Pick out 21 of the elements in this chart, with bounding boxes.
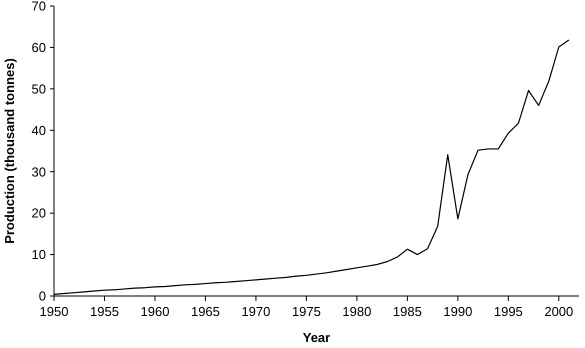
y-tick-label: 20 bbox=[32, 206, 46, 221]
x-tick-label: 1995 bbox=[494, 304, 523, 319]
y-tick-label: 60 bbox=[32, 40, 46, 55]
x-tick-label: 1955 bbox=[90, 304, 119, 319]
y-tick-label: 10 bbox=[32, 247, 46, 262]
x-tick-label: 1975 bbox=[292, 304, 321, 319]
x-tick-label: 1980 bbox=[342, 304, 372, 319]
x-tick-label: 1960 bbox=[140, 304, 170, 319]
y-tick-label: 0 bbox=[38, 288, 46, 304]
x-tick-label: 1970 bbox=[241, 304, 270, 319]
x-tick-label: 1950 bbox=[40, 304, 68, 319]
y-tick-label: 70 bbox=[32, 0, 46, 14]
y-tick-label: 40 bbox=[32, 122, 46, 138]
y-tick-label: 50 bbox=[32, 81, 46, 96]
x-tick-label: 1965 bbox=[190, 304, 220, 319]
x-tick-label: 1990 bbox=[443, 304, 472, 319]
x-tick-label: 2000 bbox=[544, 304, 574, 319]
y-axis-title: Production (thousand tonnes) bbox=[2, 58, 17, 244]
x-tick-label: 1985 bbox=[392, 304, 422, 319]
y-tick-label: 30 bbox=[32, 164, 46, 180]
x-axis-title: Year bbox=[302, 330, 330, 345]
